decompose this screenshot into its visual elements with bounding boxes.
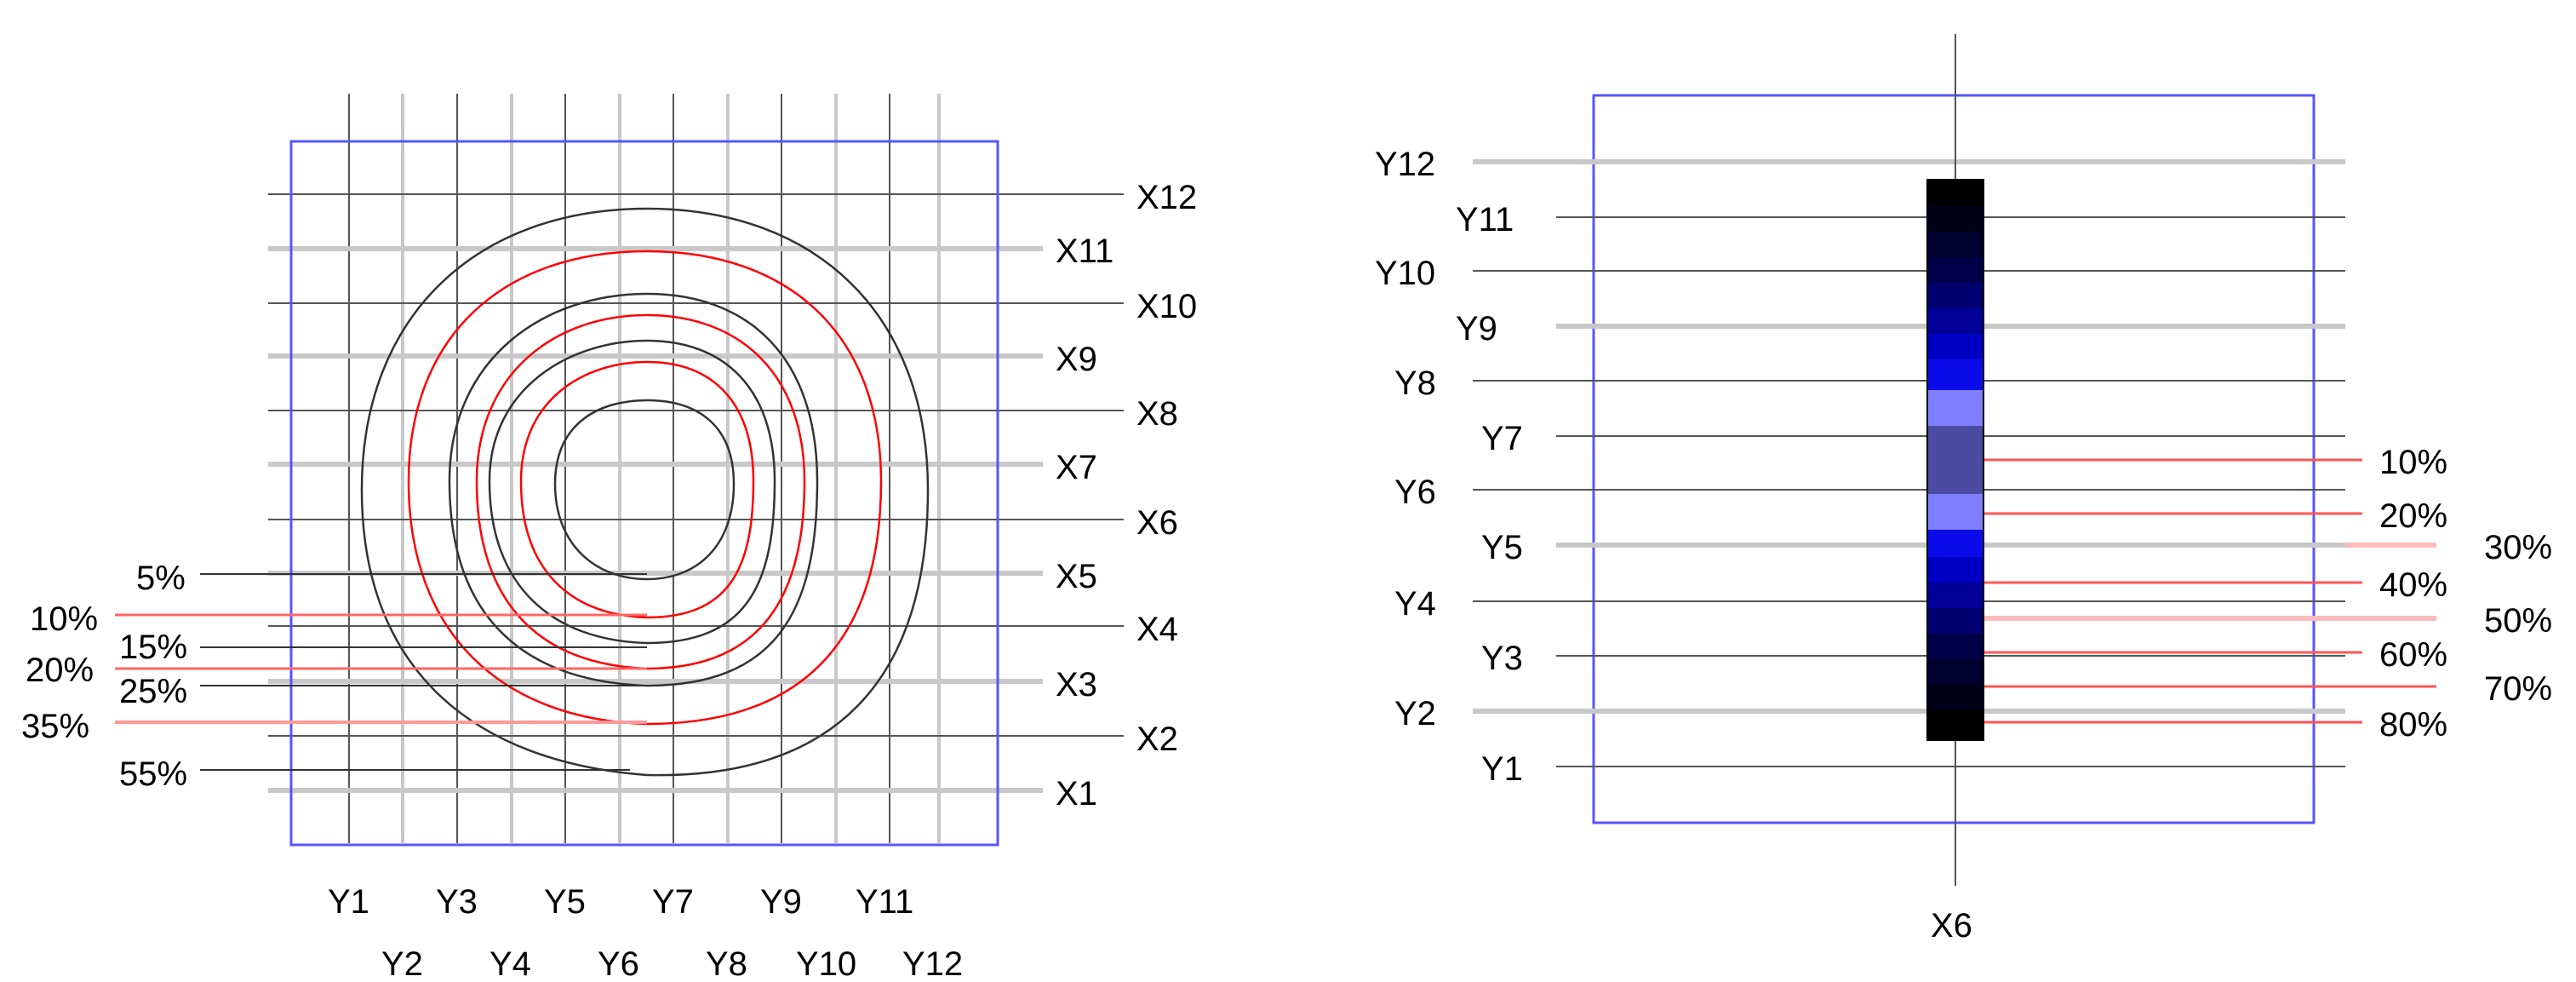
percent-label-10: 10% bbox=[2379, 444, 2447, 481]
percent-labels: 10% 20% 30% 40% 50% 60% 70% 80% bbox=[2379, 444, 2552, 744]
y-label-7: Y7 bbox=[652, 883, 694, 921]
contour-labels: 5% 10% 15% 20% 25% 35% 55% bbox=[21, 560, 187, 793]
contour-ring-55 bbox=[360, 207, 930, 777]
contour-label-55: 55% bbox=[119, 755, 187, 793]
contour-label-10: 10% bbox=[30, 600, 98, 638]
y-label-12: Y12 bbox=[902, 945, 963, 982]
percent-label-20: 20% bbox=[2379, 497, 2447, 535]
x-label-5: X5 bbox=[1056, 558, 1097, 595]
left-x-labels: X12 X11 X10 X9 X8 X7 X6 X5 X4 X3 X2 X1 bbox=[1056, 179, 1197, 813]
left-panel: 5% 10% 15% 20% 25% 35% 55% X12 X11 X10 X… bbox=[21, 94, 1197, 982]
left-grid bbox=[268, 94, 1124, 843]
right-y-label-7: Y7 bbox=[1481, 420, 1523, 457]
right-y-label-3: Y3 bbox=[1481, 640, 1523, 677]
right-y-label-2: Y2 bbox=[1394, 695, 1436, 732]
contour-rings bbox=[360, 207, 930, 777]
right-y-label-1: Y1 bbox=[1481, 750, 1523, 788]
contour-label-5: 5% bbox=[136, 560, 186, 597]
y-label-10: Y10 bbox=[796, 945, 856, 982]
percent-leaders bbox=[1984, 458, 2436, 724]
x-label-8: X8 bbox=[1136, 395, 1178, 433]
y-label-4: Y4 bbox=[489, 945, 531, 982]
right-panel: 10% 20% 30% 40% 50% 60% 70% 80% Y12 Y11 … bbox=[1375, 34, 2552, 945]
x-label-10: X10 bbox=[1136, 288, 1197, 325]
contour-label-15: 15% bbox=[119, 629, 187, 666]
percent-label-60: 60% bbox=[2379, 636, 2447, 674]
right-y-labels: Y12 Y11 Y10 Y9 Y8 Y7 Y6 Y5 Y4 Y3 Y2 Y1 bbox=[1375, 146, 1523, 788]
right-y-label-11: Y11 bbox=[1456, 201, 1514, 238]
right-x-label: X6 bbox=[1931, 907, 1972, 945]
x-label-7: X7 bbox=[1056, 449, 1097, 486]
contour-ring-5 bbox=[553, 399, 736, 581]
contour-label-25: 25% bbox=[119, 673, 187, 710]
slice-bar bbox=[1926, 179, 1984, 741]
contour-ring-25 bbox=[448, 292, 819, 687]
y-label-3: Y3 bbox=[436, 883, 478, 921]
contour-label-20: 20% bbox=[26, 652, 94, 689]
x-label-1: X1 bbox=[1056, 775, 1097, 813]
x-label-2: X2 bbox=[1136, 721, 1178, 758]
percent-label-50: 50% bbox=[2484, 602, 2552, 640]
y-label-11: Y11 bbox=[856, 883, 913, 921]
contour-ring-15 bbox=[488, 339, 776, 645]
y-label-2: Y2 bbox=[381, 945, 423, 982]
percent-label-30: 30% bbox=[2484, 529, 2552, 566]
y-label-6: Y6 bbox=[598, 945, 639, 982]
x-label-12: X12 bbox=[1136, 179, 1197, 216]
y-label-9: Y9 bbox=[760, 883, 802, 921]
right-y-label-5: Y5 bbox=[1481, 529, 1523, 566]
x-label-11: X11 bbox=[1056, 233, 1113, 270]
right-y-label-4: Y4 bbox=[1394, 585, 1436, 623]
percent-label-70: 70% bbox=[2484, 670, 2552, 708]
right-y-label-12: Y12 bbox=[1375, 146, 1435, 183]
left-frame bbox=[289, 140, 999, 847]
contour-leaders bbox=[115, 573, 647, 771]
left-y-labels: Y1 Y2 Y3 Y4 Y5 Y6 Y7 Y8 Y9 Y10 Y11 Y12 bbox=[328, 883, 963, 982]
contour-label-35: 35% bbox=[21, 708, 89, 745]
right-y-label-6: Y6 bbox=[1394, 474, 1436, 511]
x-label-6: X6 bbox=[1136, 504, 1178, 542]
x-label-3: X3 bbox=[1056, 666, 1097, 703]
contour-ring-10 bbox=[519, 360, 755, 619]
x-label-4: X4 bbox=[1136, 611, 1178, 648]
percent-label-80: 80% bbox=[2379, 706, 2447, 744]
y-label-5: Y5 bbox=[544, 883, 586, 921]
percent-label-40: 40% bbox=[2379, 566, 2447, 604]
right-y-label-10: Y10 bbox=[1375, 255, 1435, 292]
y-label-8: Y8 bbox=[706, 945, 747, 982]
contour-ring-35 bbox=[407, 250, 883, 726]
y-label-1: Y1 bbox=[328, 883, 369, 921]
x-label-9: X9 bbox=[1056, 341, 1097, 378]
contour-ring-20 bbox=[475, 313, 806, 670]
right-y-label-9: Y9 bbox=[1456, 310, 1497, 347]
right-y-label-8: Y8 bbox=[1394, 365, 1436, 402]
